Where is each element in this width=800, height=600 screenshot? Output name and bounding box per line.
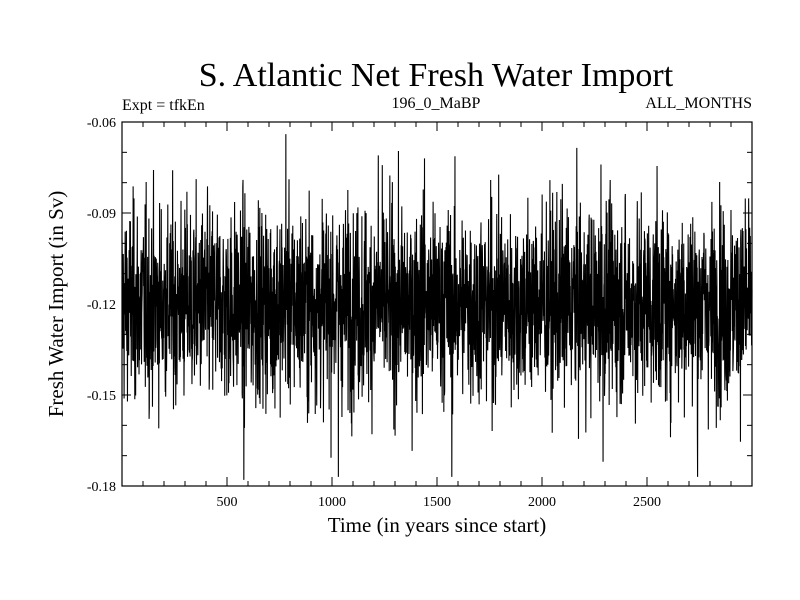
y-tick-label: -0.09	[87, 207, 116, 222]
experiment-label: Expt = tfkEn	[122, 97, 205, 114]
axes: 500 1000 1500 2000 2500 -0.18 -0.15 -0.12 -0.09 -…	[87, 116, 753, 510]
time-slice-label: 196_0_MaBP	[392, 95, 481, 112]
series-line	[121, 134, 753, 480]
series-layer	[121, 134, 753, 480]
x-tick-label: 1500	[423, 495, 451, 510]
y-tick-label: -0.18	[87, 480, 116, 495]
x-tick-label: 1000	[318, 495, 346, 510]
x-axis-label: Time (in years since start)	[328, 513, 547, 537]
x-tick-label: 500	[217, 495, 238, 510]
months-label: ALL_MONTHS	[645, 95, 752, 112]
y-axis-label: Fresh Water Import (in Sv)	[44, 191, 68, 418]
y-tick-label: -0.15	[87, 389, 116, 404]
y-tick-label: -0.12	[87, 298, 116, 313]
x-tick-label: 2500	[633, 495, 661, 510]
chart-title: S. Atlantic Net Fresh Water Import	[199, 57, 674, 94]
y-tick-label: -0.06	[87, 116, 116, 131]
x-tick-label: 2000	[528, 495, 556, 510]
